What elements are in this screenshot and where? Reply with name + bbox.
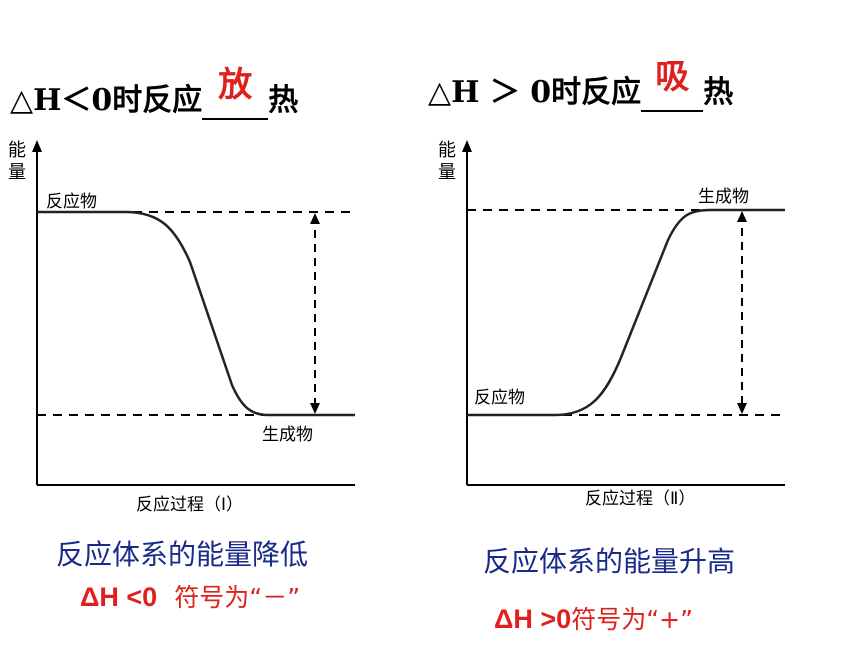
left-x-axis-label: 反应过程（Ⅰ） bbox=[136, 495, 244, 515]
left-title: △H＜0时反应 放热 bbox=[10, 65, 299, 120]
left-title-blank: 放 bbox=[202, 65, 269, 120]
right-dh-line: ΔH >0符号为“+” bbox=[494, 600, 693, 636]
right-arrow-bottom bbox=[737, 403, 747, 414]
right-dh-text: ΔH >0 bbox=[494, 604, 572, 634]
left-title-answer: 放 bbox=[218, 65, 253, 105]
right-title: △H ＞ 0时反应 吸热 bbox=[428, 57, 734, 112]
left-y-axis-label-2: 量 bbox=[8, 162, 26, 183]
right-product-label: 生成物 bbox=[698, 187, 749, 207]
left-arrow-top bbox=[310, 213, 320, 224]
left-dh-line: ΔH <0 符号为“－” bbox=[80, 578, 300, 614]
right-x-axis-label: 反应过程（Ⅱ） bbox=[585, 489, 696, 509]
right-y-axis-label-2: 量 bbox=[438, 162, 456, 183]
right-y-axis-label: 能 量 bbox=[438, 140, 456, 184]
right-title-suffix: 热 bbox=[703, 75, 734, 110]
right-caption: 反应体系的能量升高 bbox=[483, 545, 736, 578]
left-reactant-label: 反应物 bbox=[46, 192, 97, 212]
left-caption: 反应体系的能量降低 bbox=[56, 538, 309, 571]
left-sign-text: 符号为“－” bbox=[174, 583, 301, 612]
right-y-arrowhead bbox=[462, 140, 472, 152]
left-product-label: 生成物 bbox=[262, 425, 313, 445]
right-reactant-label: 反应物 bbox=[474, 388, 525, 408]
right-y-axis-label-1: 能 bbox=[438, 140, 456, 161]
right-energy-curve bbox=[467, 208, 785, 417]
right-title-prefix: △H ＞ 0时反应 bbox=[428, 75, 642, 110]
left-y-axis-label: 能 量 bbox=[8, 140, 26, 184]
right-title-blank: 吸 bbox=[641, 57, 704, 112]
left-y-arrowhead bbox=[32, 140, 42, 152]
right-arrow-top bbox=[737, 211, 747, 222]
right-diagram bbox=[462, 140, 785, 486]
left-energy-curve bbox=[37, 210, 355, 417]
left-title-prefix: △H＜0时反应 bbox=[10, 83, 203, 118]
left-diagram bbox=[32, 140, 355, 486]
left-arrow-bottom bbox=[310, 403, 320, 414]
right-title-answer: 吸 bbox=[655, 57, 690, 97]
left-y-axis-label-1: 能 bbox=[8, 140, 26, 161]
left-dh-text: ΔH <0 bbox=[80, 582, 158, 612]
right-sign-text: 符号为“+” bbox=[571, 605, 694, 634]
left-title-suffix: 热 bbox=[268, 83, 299, 118]
